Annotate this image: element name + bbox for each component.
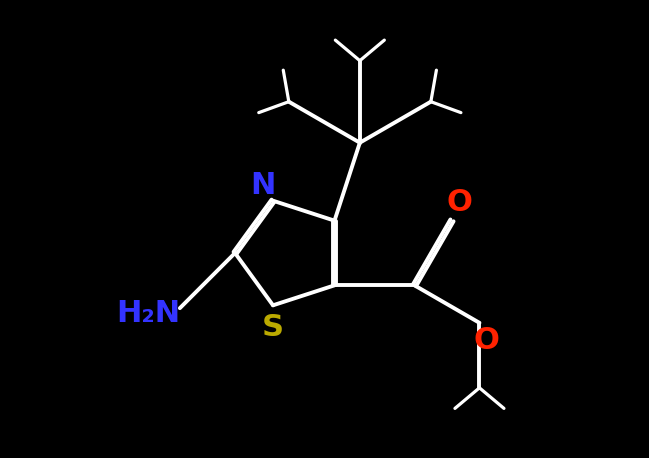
Text: O: O [474,327,499,355]
Text: O: O [446,188,472,217]
Text: S: S [262,313,284,342]
Text: N: N [251,171,276,200]
Text: H₂N: H₂N [116,299,180,327]
